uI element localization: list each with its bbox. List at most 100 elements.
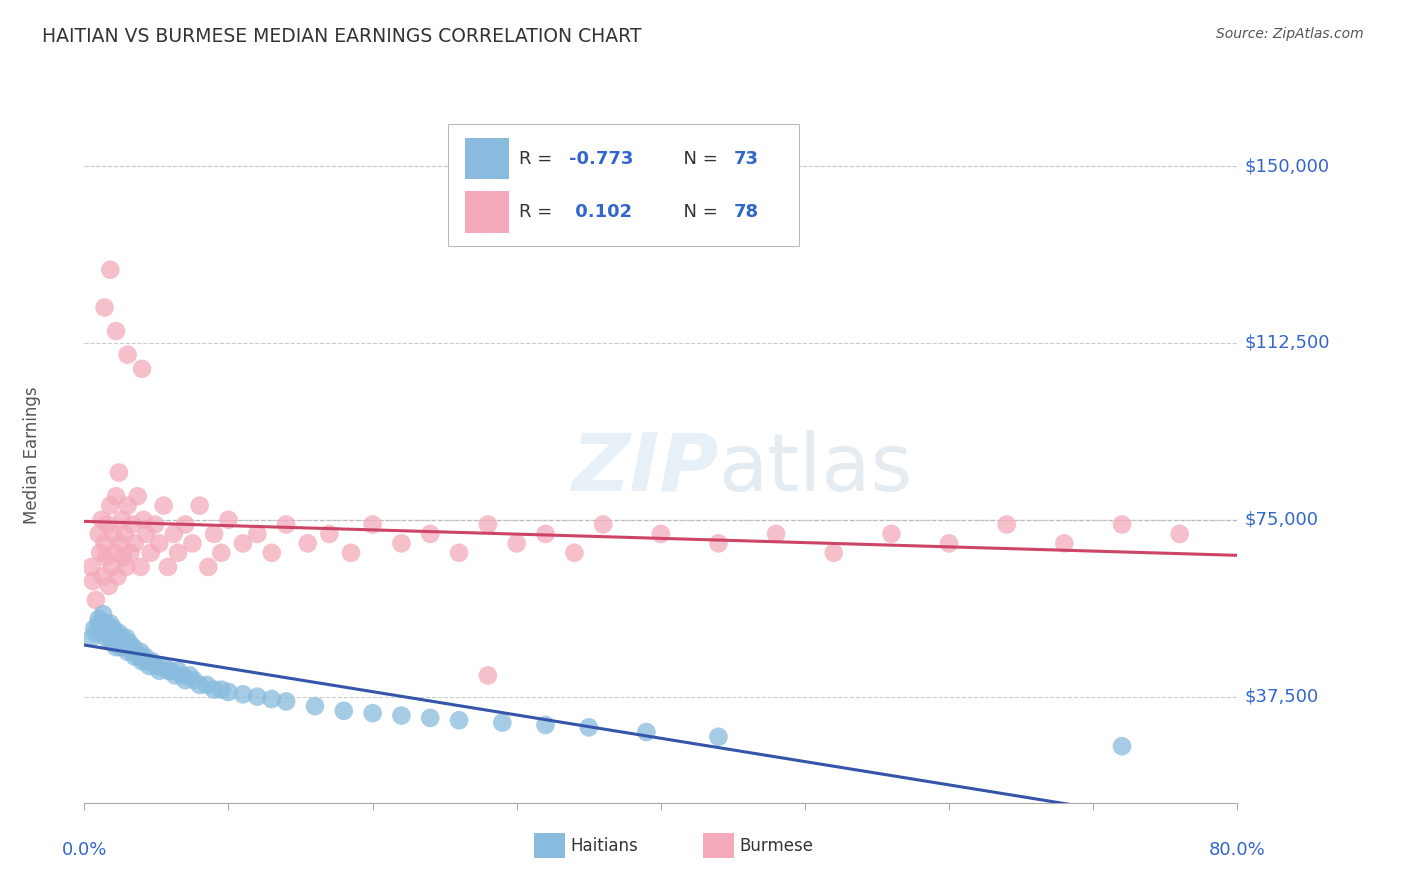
Point [121, 645, 143, 659]
Point [94, 616, 117, 631]
Text: atlas: atlas [718, 430, 912, 508]
Point [143, 517, 166, 532]
Point [132, 513, 155, 527]
Point [179, 668, 201, 682]
Point [165, 668, 187, 682]
Point [172, 668, 194, 682]
Point [361, 706, 384, 721]
Point [167, 546, 190, 560]
Point [260, 546, 283, 560]
Point [89, 546, 111, 560]
Text: HAITIAN VS BURMESE MEDIAN EARNINGS CORRELATION CHART: HAITIAN VS BURMESE MEDIAN EARNINGS CORRE… [42, 27, 641, 45]
Point [122, 640, 145, 654]
Point [118, 635, 141, 649]
Point [131, 361, 153, 376]
Point [562, 546, 586, 560]
Point [120, 640, 142, 654]
Point [195, 678, 218, 692]
Point [98, 631, 121, 645]
Text: Burmese: Burmese [740, 837, 814, 855]
Point [111, 513, 134, 527]
Point [129, 560, 152, 574]
Point [332, 704, 354, 718]
Point [98, 616, 121, 631]
Point [650, 527, 672, 541]
Point [87, 616, 110, 631]
Point [93, 536, 115, 550]
Point [103, 527, 124, 541]
Point [114, 640, 136, 654]
Point [197, 560, 219, 574]
Point [156, 664, 179, 678]
Point [111, 631, 134, 645]
Point [145, 659, 167, 673]
Text: 0.102: 0.102 [568, 203, 631, 221]
Point [188, 678, 211, 692]
Point [107, 635, 129, 649]
Point [114, 527, 136, 541]
Point [297, 536, 319, 550]
Point [94, 550, 117, 565]
Point [361, 517, 384, 532]
Point [274, 694, 298, 708]
Point [578, 720, 600, 734]
Point [91, 569, 114, 583]
Bar [465, 137, 509, 179]
Point [938, 536, 960, 550]
Text: N =: N = [672, 150, 724, 168]
Point [97, 626, 120, 640]
Point [391, 536, 413, 550]
Point [90, 513, 112, 527]
Point [340, 546, 363, 560]
Point [823, 546, 845, 560]
Point [94, 631, 117, 645]
Point [100, 560, 122, 574]
Point [707, 730, 730, 744]
Point [103, 621, 124, 635]
Point [880, 527, 903, 541]
Point [135, 527, 157, 541]
Point [117, 348, 139, 362]
Point [318, 527, 340, 541]
Point [128, 649, 150, 664]
Text: Haitians: Haitians [571, 837, 638, 855]
Bar [465, 191, 509, 233]
FancyBboxPatch shape [447, 124, 799, 246]
Point [91, 626, 114, 640]
Point [183, 673, 205, 688]
Point [534, 527, 557, 541]
Point [217, 685, 239, 699]
Point [117, 645, 139, 659]
Point [121, 517, 143, 532]
Text: Source: ZipAtlas.com: Source: ZipAtlas.com [1216, 27, 1364, 41]
Point [87, 612, 110, 626]
Point [391, 708, 413, 723]
Point [419, 711, 441, 725]
Point [217, 513, 239, 527]
Point [110, 536, 132, 550]
Point [90, 621, 112, 635]
Point [152, 499, 174, 513]
Text: 80.0%: 80.0% [1209, 840, 1265, 858]
Point [181, 536, 204, 550]
Point [202, 527, 225, 541]
Point [477, 668, 499, 682]
Point [592, 517, 614, 532]
Point [447, 713, 470, 727]
Point [209, 546, 232, 560]
Point [115, 560, 138, 574]
Point [260, 692, 283, 706]
Text: $112,500: $112,500 [1244, 334, 1330, 351]
Point [82, 574, 104, 588]
Text: $150,000: $150,000 [1244, 157, 1330, 175]
Point [91, 607, 114, 621]
Point [127, 489, 149, 503]
Point [636, 725, 658, 739]
Point [1053, 536, 1076, 550]
Point [506, 536, 529, 550]
Text: 78: 78 [734, 203, 759, 221]
Point [765, 527, 787, 541]
Point [97, 579, 120, 593]
Text: $75,000: $75,000 [1244, 511, 1319, 529]
Point [104, 546, 127, 560]
